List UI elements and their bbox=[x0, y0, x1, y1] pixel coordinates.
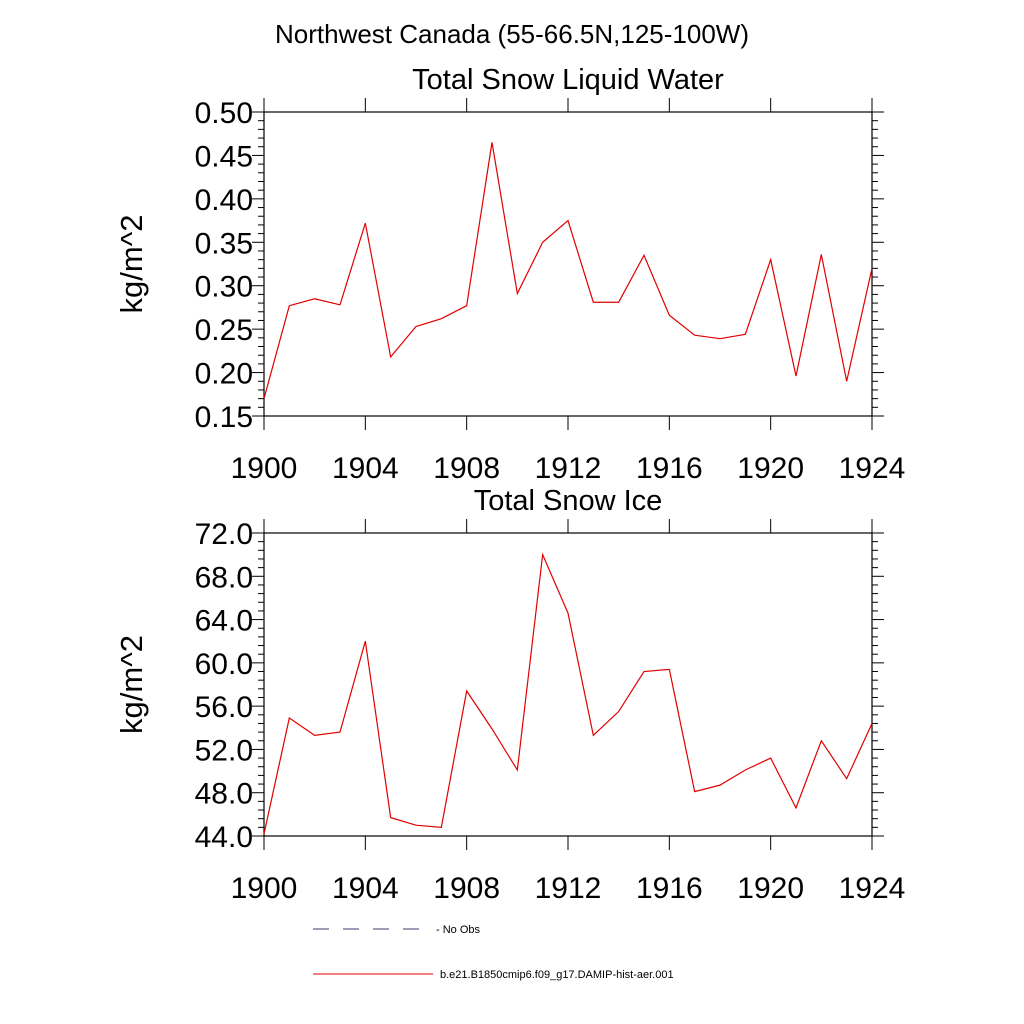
data-point bbox=[693, 790, 696, 793]
chart-panels: Total Snow Liquid Water 1900 1904 1908 1912 1… bbox=[114, 64, 905, 905]
plot-frame bbox=[263, 111, 873, 417]
data-point bbox=[415, 824, 418, 827]
data-point bbox=[617, 710, 620, 713]
data-point bbox=[617, 301, 620, 304]
data-point bbox=[871, 267, 874, 270]
data-point bbox=[769, 757, 772, 760]
data-point bbox=[795, 375, 798, 378]
y-tick-label: 56.0 bbox=[195, 691, 253, 724]
legend: - No Obs b.e21.B1850cmip6.f09_g17.DAMIP-h… bbox=[313, 924, 674, 981]
x-tick-label: 1920 bbox=[737, 452, 804, 485]
data-point bbox=[567, 612, 570, 615]
x-tick-label: 1912 bbox=[535, 872, 602, 905]
chart-title: Total Snow Ice bbox=[474, 485, 663, 517]
data-point bbox=[263, 832, 266, 835]
data-point bbox=[465, 304, 468, 307]
chart-title: Total Snow Liquid Water bbox=[412, 64, 724, 96]
data-point bbox=[389, 355, 392, 358]
x-tick-label: 1908 bbox=[433, 452, 500, 485]
data-point bbox=[263, 397, 266, 400]
data-point bbox=[795, 806, 798, 809]
series-line-1 bbox=[263, 552, 873, 834]
x-tick-label: 1916 bbox=[636, 452, 703, 485]
data-point bbox=[769, 258, 772, 261]
data-point bbox=[592, 734, 595, 737]
data-point bbox=[364, 640, 367, 643]
y-tick-label: 0.30 bbox=[195, 271, 253, 304]
data-point bbox=[415, 325, 418, 328]
legend-label-1: - No Obs bbox=[436, 924, 481, 936]
data-point bbox=[668, 668, 671, 671]
y-tick-label: 52.0 bbox=[195, 734, 253, 767]
data-point bbox=[288, 304, 291, 307]
data-point bbox=[541, 241, 544, 244]
data-point bbox=[693, 334, 696, 337]
data-point bbox=[339, 303, 342, 306]
figure-suptitle: Northwest Canada (55-66.5N,125-100W) bbox=[275, 19, 749, 49]
y-tick-label: 72.0 bbox=[195, 518, 253, 551]
y-tick-label: 68.0 bbox=[195, 561, 253, 594]
data-point bbox=[465, 689, 468, 692]
data-point bbox=[845, 380, 848, 383]
x-tick-label: 1900 bbox=[231, 872, 298, 905]
legend-label-2: b.e21.B1850cmip6.f09_g17.DAMIP-hist-aer.… bbox=[440, 969, 674, 981]
data-point bbox=[491, 141, 494, 144]
data-point bbox=[516, 292, 519, 295]
y-tick-label: 0.45 bbox=[195, 140, 253, 173]
data-point bbox=[440, 317, 443, 320]
y-tick-label: 0.50 bbox=[195, 97, 253, 130]
y-tick-label: 0.20 bbox=[195, 358, 253, 391]
data-point bbox=[643, 670, 646, 673]
data-point bbox=[719, 784, 722, 787]
chart-panel-1: Total Snow Liquid Water 1900 1904 1908 1912 1… bbox=[114, 64, 905, 485]
y-tick-label: 0.15 bbox=[195, 401, 253, 434]
data-point bbox=[516, 768, 519, 771]
x-tick-label: 1924 bbox=[839, 872, 906, 905]
data-point bbox=[668, 314, 671, 317]
y-axis-label: kg/m^2 bbox=[114, 215, 149, 314]
data-point bbox=[541, 553, 544, 556]
data-point bbox=[440, 826, 443, 829]
data-point bbox=[744, 768, 747, 771]
data-point bbox=[871, 722, 874, 725]
data-point bbox=[313, 734, 316, 737]
y-tick-label: 44.0 bbox=[195, 821, 253, 854]
data-point bbox=[364, 222, 367, 225]
y-tick-label: 0.35 bbox=[195, 227, 253, 260]
y-tick-label: 60.0 bbox=[195, 648, 253, 681]
x-tick-label: 1924 bbox=[839, 452, 906, 485]
x-tick-label: 1900 bbox=[231, 452, 298, 485]
x-tick-label: 1908 bbox=[433, 872, 500, 905]
data-point bbox=[744, 333, 747, 336]
y-tick-label: 48.0 bbox=[195, 778, 253, 811]
data-point bbox=[845, 777, 848, 780]
y-axis-label: kg/m^2 bbox=[114, 635, 149, 734]
data-point bbox=[820, 739, 823, 742]
data-point bbox=[339, 731, 342, 734]
y-tick-label: 0.25 bbox=[195, 314, 253, 347]
x-tick-label: 1920 bbox=[737, 872, 804, 905]
data-point bbox=[288, 717, 291, 720]
data-point bbox=[389, 816, 392, 819]
series-line-1 bbox=[263, 142, 873, 399]
y-tick-label: 0.40 bbox=[195, 184, 253, 217]
data-point bbox=[719, 337, 722, 340]
data-point bbox=[820, 253, 823, 256]
data-point bbox=[567, 219, 570, 222]
x-tick-label: 1912 bbox=[535, 452, 602, 485]
data-point bbox=[313, 297, 316, 300]
data-point bbox=[643, 254, 646, 257]
y-tick-label: 64.0 bbox=[195, 605, 253, 638]
plot-frame bbox=[263, 532, 873, 837]
x-tick-label: 1904 bbox=[332, 872, 399, 905]
data-point bbox=[491, 727, 494, 730]
x-tick-label: 1916 bbox=[636, 872, 703, 905]
data-point bbox=[592, 301, 595, 304]
x-tick-label: 1904 bbox=[332, 452, 399, 485]
chart-panel-2: Total Snow Ice 1900 1904 1908 1912 1916 1920 19… bbox=[114, 485, 905, 905]
